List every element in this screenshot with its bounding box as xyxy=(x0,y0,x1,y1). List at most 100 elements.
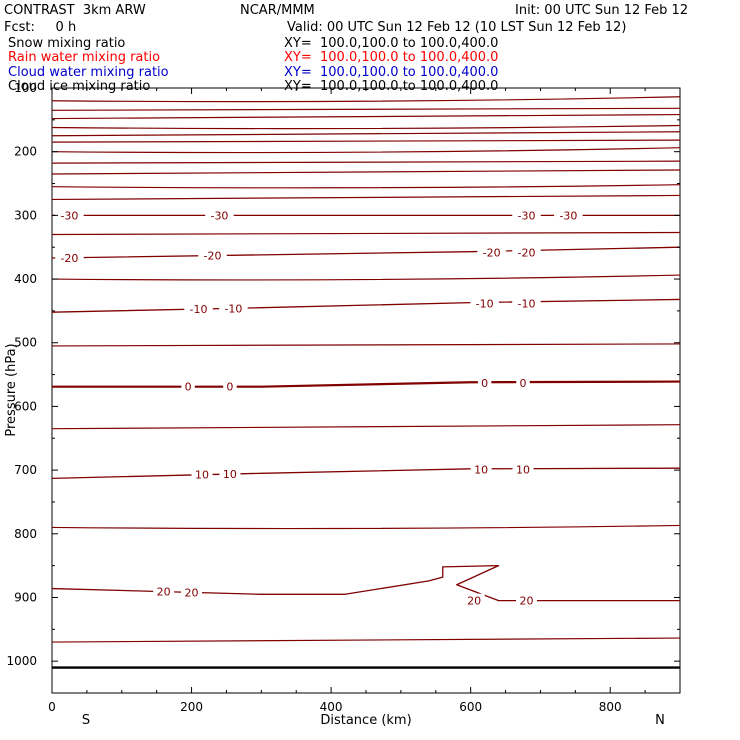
north-label: N xyxy=(655,713,665,728)
y-tick-label: 1000 xyxy=(6,654,37,668)
x-tick-label: 200 xyxy=(180,700,203,714)
contour-line xyxy=(51,274,681,281)
isotherm-label-bg xyxy=(477,245,506,260)
field-snow-name: Snow mixing ratio xyxy=(8,36,126,51)
isotherm-label: 20 xyxy=(467,595,481,608)
isotherm-label-bg xyxy=(191,467,213,482)
isotherm-line xyxy=(51,564,680,602)
contour-line xyxy=(51,147,681,154)
field-snow-xy: XY= 100.0,100.0 to 100.0,400.0 xyxy=(284,36,499,51)
isotherm-label: -20 xyxy=(518,246,536,259)
isotherm-label-bg xyxy=(219,301,248,316)
y-tick-label: 300 xyxy=(14,208,37,222)
init-time: Init: 00 UTC Sun 12 Feb 12 xyxy=(515,3,689,18)
field-cloudice-xy: XY= 100.0,100.0 to 100.0,400.0 xyxy=(284,79,499,94)
isotherm-label-bg xyxy=(55,208,84,223)
isotherm-label: -30 xyxy=(210,209,228,222)
isotherm-line xyxy=(51,467,681,480)
isotherm-label-bg xyxy=(477,376,492,391)
isotherm-label-bg xyxy=(516,376,530,391)
isotherm-contours: -30 -30 -30 -30 -20 -20 -20 -20 -10 -10 -10 -10 0 0 0 0… xyxy=(51,96,681,669)
field-cloudwater-name: Cloud water mixing ratio xyxy=(8,65,169,80)
contour-line xyxy=(51,524,681,530)
isotherm-label: 10 xyxy=(223,468,237,481)
isotherm-label-bg xyxy=(205,208,234,223)
isotherm-label: 0 xyxy=(520,377,527,390)
isotherm-label-bg xyxy=(219,467,241,482)
isotherm-label: -10 xyxy=(476,298,494,311)
field-rain-xy: XY= 100.0,100.0 to 100.0,400.0 xyxy=(284,50,499,65)
field-cloudice-name: Cloud ice mixing ratio xyxy=(8,79,151,94)
x-tick-label: 800 xyxy=(599,700,622,714)
isotherm-label: -10 xyxy=(224,302,242,315)
isotherm-label-bg xyxy=(223,379,237,394)
isotherm-label-bg xyxy=(184,302,213,317)
contour-line xyxy=(51,194,681,201)
contour-line xyxy=(51,231,681,236)
isotherm-label-bg xyxy=(554,208,583,223)
contour-line xyxy=(51,343,681,347)
contour-line xyxy=(51,424,681,430)
isotherm-label-bg xyxy=(512,208,541,223)
y-tick-label: 500 xyxy=(14,336,37,350)
y-tick-label: 700 xyxy=(14,463,37,477)
isotherm-label-bg xyxy=(512,462,534,477)
y-axis-label: Pressure (hPa) xyxy=(4,343,19,436)
contour-line xyxy=(51,96,681,103)
isotherm-label-bg xyxy=(512,245,541,260)
contour-line xyxy=(51,169,681,175)
isotherm-line xyxy=(51,246,681,259)
isotherm-label-bg xyxy=(515,593,537,608)
y-tick-label: 400 xyxy=(14,272,37,286)
isotherm-label: 0 xyxy=(481,377,488,390)
isotherm-label-bg xyxy=(512,296,541,311)
x-axis-label: Distance (km) xyxy=(320,713,411,728)
isotherm-label: -20 xyxy=(483,246,501,259)
contour-line xyxy=(51,107,681,111)
isotherm-label: 10 xyxy=(474,464,488,477)
isotherm-label: 10 xyxy=(195,469,209,482)
isotherm-label: -10 xyxy=(518,298,536,311)
isotherm-label: -30 xyxy=(559,209,577,222)
model-title: CONTRAST 3km ARW xyxy=(4,3,146,18)
axes: 0 200 400 600 800100200300400500600700800900… xyxy=(6,81,680,714)
isotherm-label: 20 xyxy=(519,595,533,608)
isotherm-label: -10 xyxy=(190,303,208,316)
contour-line xyxy=(51,131,681,137)
isotherm-label: 10 xyxy=(516,464,530,477)
forecast-hour: Fcst: 0 h xyxy=(4,20,77,35)
isotherm-label: -20 xyxy=(204,250,222,263)
isotherm-label-bg xyxy=(463,593,485,608)
x-tick-label: 400 xyxy=(320,700,343,714)
south-label: S xyxy=(82,713,90,728)
y-tick-label: 900 xyxy=(14,590,37,604)
isotherm-label-bg xyxy=(55,250,84,265)
isotherm-label: 20 xyxy=(157,586,171,599)
y-tick-label: 200 xyxy=(14,145,37,159)
contour-line xyxy=(51,124,681,130)
isotherm-label: 0 xyxy=(226,381,233,394)
y-tick-label: 100 xyxy=(14,81,37,95)
y-tick-label: 600 xyxy=(14,399,37,413)
isotherm-label-bg xyxy=(470,462,492,477)
contour-line xyxy=(51,139,681,143)
valid-time: Valid: 00 UTC Sun 12 Feb 12 (10 LST Sun … xyxy=(287,20,627,35)
field-rain-name: Rain water mixing ratio xyxy=(8,50,161,65)
contour-line xyxy=(51,160,681,164)
isotherm-label-bg xyxy=(470,296,499,311)
isotherm-label: -20 xyxy=(60,252,78,265)
contour-line xyxy=(51,184,681,189)
isotherm-label: -30 xyxy=(60,209,78,222)
isotherm-label-bg xyxy=(198,248,227,263)
x-tick-label: 600 xyxy=(459,700,482,714)
isotherm-label-bg xyxy=(181,585,203,600)
isotherm-label-bg xyxy=(181,379,195,394)
isotherm-line xyxy=(51,298,681,313)
plot-frame xyxy=(51,87,681,694)
isotherm-label: 20 xyxy=(185,586,199,599)
isotherm-label-bg xyxy=(153,584,175,599)
field-cloudwater-xy: XY= 100.0,100.0 to 100.0,400.0 xyxy=(284,65,499,80)
isotherm-line xyxy=(52,380,681,388)
y-tick-label: 800 xyxy=(14,527,37,541)
isotherm-label: 0 xyxy=(185,381,192,394)
